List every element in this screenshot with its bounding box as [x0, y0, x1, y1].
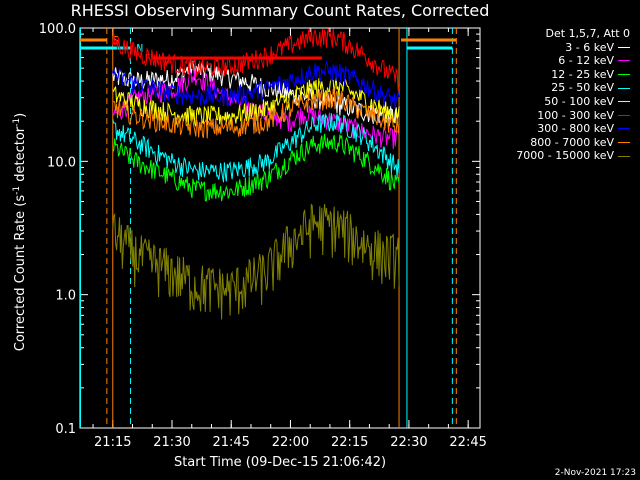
legend-entry-label: 25 - 50 keV [551, 81, 614, 95]
legend-entry: 50 - 100 keV [484, 95, 630, 109]
series-line [112, 28, 400, 92]
legend-swatch [618, 142, 630, 144]
y-axis-label-part: Corrected Count Rate (s [13, 194, 29, 352]
series-line [112, 60, 400, 109]
legend-entry-label: 50 - 100 keV [544, 94, 614, 108]
x-tick-label: 22:00 [272, 435, 309, 450]
series-line [112, 133, 400, 202]
plot-frame [79, 27, 481, 429]
legend-swatch [618, 128, 630, 130]
x-tick-label: 21:45 [212, 435, 249, 450]
flare-label: F [144, 52, 151, 65]
legend-entry-label: 7000 - 15000 keV [516, 149, 614, 163]
y-tick-label: 10.0 [47, 155, 76, 170]
legend-entry: 7000 - 15000 keV [484, 149, 630, 163]
series-line [112, 87, 400, 139]
legend-swatch [618, 114, 630, 116]
legend-entry: 6 - 12 keV [484, 54, 630, 68]
legend-entry-label: 300 - 800 keV [537, 122, 614, 136]
legend-swatch [618, 155, 630, 157]
legend-swatch [618, 101, 630, 103]
y-axis-label-part: -1 [11, 185, 22, 195]
legend-swatch [618, 74, 630, 76]
legend-entry-label: 3 - 6 keV [565, 40, 614, 54]
y-tick-label: 1.0 [55, 289, 76, 304]
legend-entry: 800 - 7000 keV [484, 136, 630, 150]
x-tick-label: 21:30 [153, 435, 190, 450]
legend-entry-label: 800 - 7000 keV [530, 135, 614, 149]
series-line [112, 113, 400, 183]
legend-entry: 25 - 50 keV [484, 81, 630, 95]
y-tick-label: 0.1 [55, 422, 76, 437]
legend-entry: 300 - 800 keV [484, 122, 630, 136]
legend-swatch [618, 60, 630, 62]
y-tick-label: 100.0 [39, 22, 76, 37]
y-axis-label-part: -1 [11, 117, 22, 127]
x-tick-label: 22:15 [331, 435, 368, 450]
legend-header-text: Det 1,5,7, Att 0 [545, 27, 630, 40]
legend: Det 1,5,7, Att 0 3 - 6 keV 6 - 12 keV 12 -… [484, 27, 630, 163]
x-tick-label: 22:30 [390, 435, 427, 450]
x-tick-label: 22:45 [449, 435, 486, 450]
legend-entry-label: 12 - 25 keV [551, 67, 614, 81]
legend-entry: 100 - 300 keV [484, 109, 630, 123]
legend-entry-label: 6 - 12 keV [558, 54, 614, 68]
chart-title: RHESSI Observing Summary Count Rates, Co… [70, 1, 490, 20]
y-axis-label: Corrected Count Rate (s-1 detector-1) [12, 113, 28, 351]
night-label: N [136, 42, 143, 55]
series-line [112, 203, 400, 320]
x-tick-label: 21:15 [94, 435, 131, 450]
footer-date: 2-Nov-2021 17:23 [554, 468, 636, 478]
legend-swatch [618, 46, 630, 48]
legend-swatch [618, 87, 630, 89]
legend-entry-label: 100 - 300 keV [537, 108, 614, 122]
y-axis-label-part: ) [13, 112, 29, 118]
legend-header: Det 1,5,7, Att 0 [484, 27, 630, 41]
legend-entry: 12 - 25 keV [484, 68, 630, 82]
series-line [112, 76, 400, 127]
series-line [112, 59, 400, 127]
x-axis-label: Start Time (09-Dec-15 21:06:42) [173, 455, 387, 470]
legend-entry: 3 - 6 keV [484, 41, 630, 55]
y-axis-label-part: detector [13, 126, 29, 186]
